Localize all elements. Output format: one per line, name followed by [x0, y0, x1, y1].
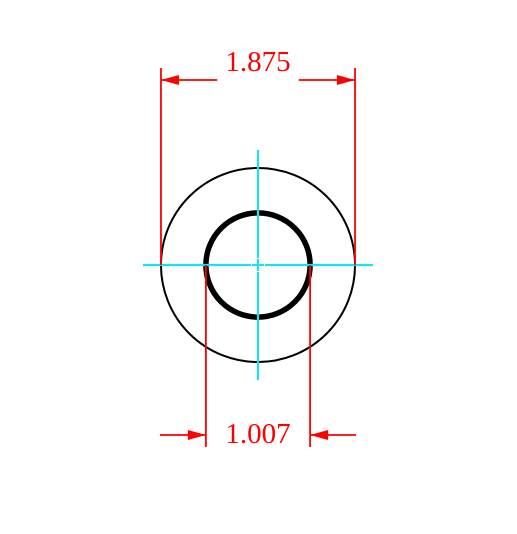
dimension-outer-value: 1.875 [225, 46, 290, 78]
dimension-inner-value: 1.007 [225, 418, 290, 450]
center-mark [143, 150, 373, 380]
